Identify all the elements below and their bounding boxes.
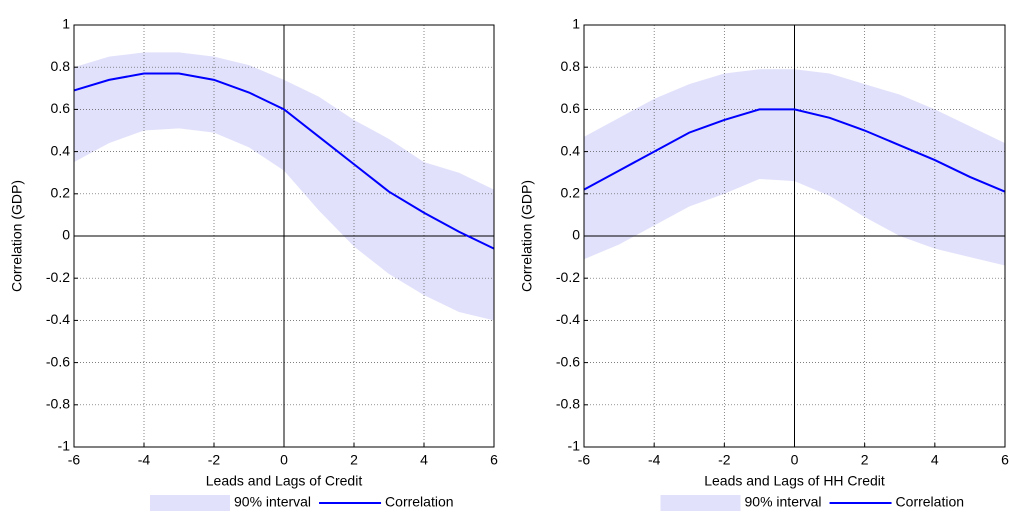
x-tick-label: -2 <box>718 452 731 468</box>
x-tick-label: -2 <box>208 452 221 468</box>
y-tick-label: -0.8 <box>46 396 70 412</box>
x-tick-label: 6 <box>490 452 498 468</box>
y-tick-label: -0.2 <box>46 269 70 285</box>
plot-frame <box>583 24 1006 448</box>
x-tick-label: -6 <box>68 452 81 468</box>
y-tick-label: -0.6 <box>46 353 70 369</box>
y-tick-label: -0.2 <box>556 269 580 285</box>
x-tick-label: 2 <box>861 452 869 468</box>
legend-label: Correlation <box>896 494 964 510</box>
legend-label: 90% interval <box>234 494 311 510</box>
y-tick-label: 0.2 <box>51 185 71 201</box>
x-tick-label: -4 <box>138 452 151 468</box>
series-line <box>73 72 495 250</box>
y-tick-label: -0.8 <box>556 396 580 412</box>
y-tick-label: -0.6 <box>556 353 580 369</box>
legend-swatch <box>150 495 230 511</box>
y-tick-label: 0.6 <box>561 100 581 116</box>
y-tick-label: 0.2 <box>561 185 581 201</box>
y-tick-label: 0.4 <box>561 142 581 158</box>
legend-label: 90% interval <box>745 494 822 510</box>
y-axis-label: Correlation (GDP) <box>519 180 535 292</box>
x-tick-label: 4 <box>420 452 428 468</box>
y-tick-label: 0 <box>572 227 580 243</box>
y-tick-label: -0.4 <box>46 311 70 327</box>
y-tick-label: 0 <box>62 227 70 243</box>
y-tick-label: 1 <box>62 16 70 32</box>
y-tick-label: 0.8 <box>561 58 581 74</box>
y-tick-label: 0.8 <box>51 58 71 74</box>
x-tick-label: 2 <box>350 452 358 468</box>
x-tick-label: -4 <box>648 452 661 468</box>
y-tick-label: 0.4 <box>51 142 71 158</box>
x-axis-label: Leads and Lags of HH Credit <box>704 473 885 489</box>
x-tick-label: 6 <box>1001 452 1009 468</box>
y-tick-label: -1 <box>568 438 581 454</box>
confidence-band <box>74 52 494 321</box>
plot-frame <box>73 24 495 448</box>
y-tick-label: 0.6 <box>51 100 71 116</box>
series-line <box>583 108 1006 193</box>
y-tick-label: -1 <box>58 438 71 454</box>
x-tick-label: 0 <box>280 452 288 468</box>
x-tick-label: -6 <box>578 452 591 468</box>
legend-label: Correlation <box>385 494 453 510</box>
y-tick-label: 1 <box>572 16 580 32</box>
x-tick-label: 4 <box>931 452 939 468</box>
y-tick-label: -0.4 <box>556 311 580 327</box>
x-tick-label: 0 <box>791 452 799 468</box>
x-axis-label: Leads and Lags of Credit <box>206 473 363 489</box>
y-axis-label: Correlation (GDP) <box>9 180 25 292</box>
legend-swatch <box>660 495 741 511</box>
